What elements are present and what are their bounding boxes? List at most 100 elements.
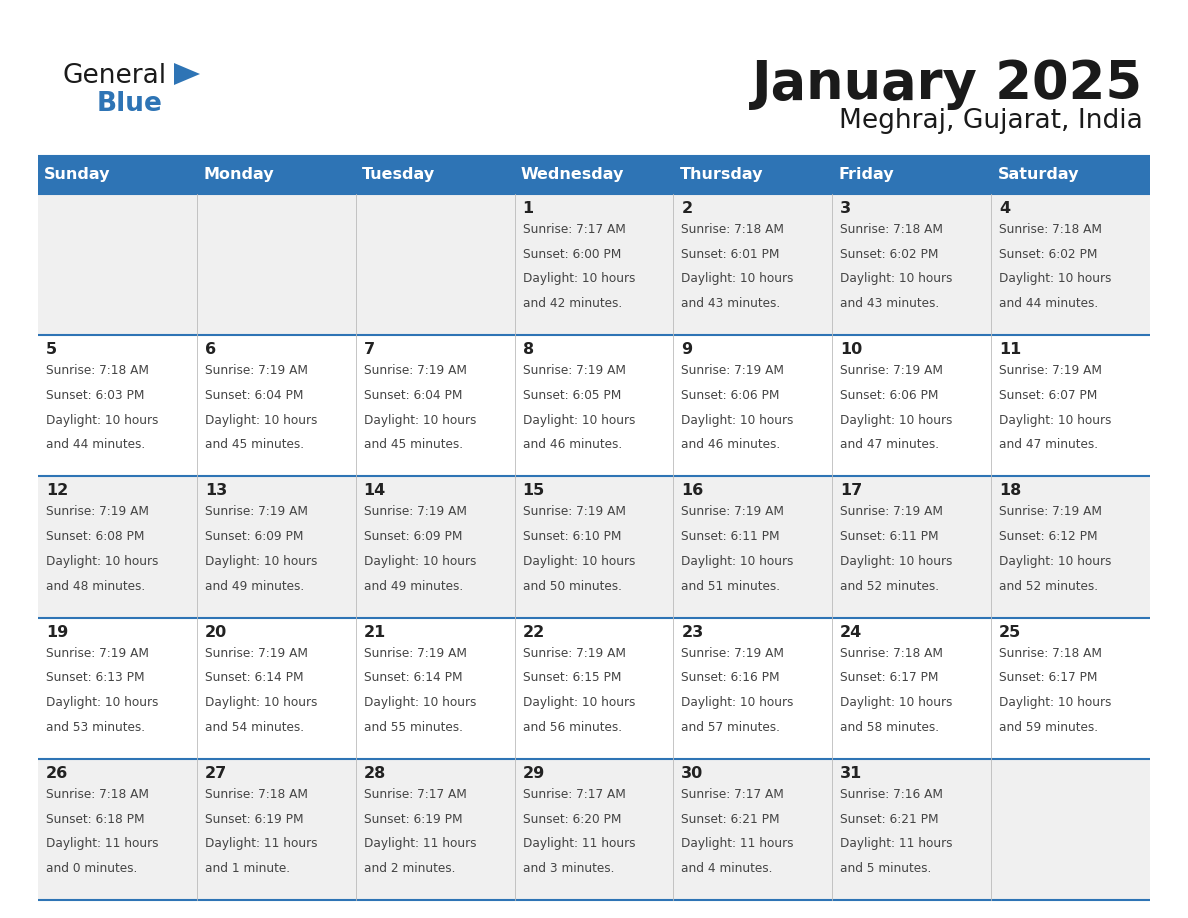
Text: and 47 minutes.: and 47 minutes.: [999, 438, 1098, 452]
Text: Daylight: 10 hours: Daylight: 10 hours: [364, 696, 476, 709]
Text: Sunset: 6:11 PM: Sunset: 6:11 PM: [682, 530, 779, 543]
Text: Sunrise: 7:18 AM: Sunrise: 7:18 AM: [840, 646, 943, 660]
Text: Sunrise: 7:19 AM: Sunrise: 7:19 AM: [364, 506, 467, 519]
Text: Sunrise: 7:19 AM: Sunrise: 7:19 AM: [523, 364, 625, 377]
Text: Daylight: 10 hours: Daylight: 10 hours: [204, 554, 317, 568]
Text: Sunset: 6:12 PM: Sunset: 6:12 PM: [999, 530, 1098, 543]
Text: Sunrise: 7:17 AM: Sunrise: 7:17 AM: [364, 788, 467, 800]
Text: Sunday: Sunday: [44, 167, 110, 183]
Text: and 50 minutes.: and 50 minutes.: [523, 579, 621, 592]
Text: Daylight: 10 hours: Daylight: 10 hours: [999, 696, 1112, 709]
Text: Sunrise: 7:19 AM: Sunrise: 7:19 AM: [523, 506, 625, 519]
Text: Daylight: 10 hours: Daylight: 10 hours: [682, 273, 794, 285]
Text: Sunrise: 7:19 AM: Sunrise: 7:19 AM: [204, 364, 308, 377]
Text: and 57 minutes.: and 57 minutes.: [682, 721, 781, 733]
Polygon shape: [173, 63, 200, 85]
Text: Sunset: 6:04 PM: Sunset: 6:04 PM: [204, 389, 303, 402]
Text: and 3 minutes.: and 3 minutes.: [523, 862, 614, 875]
Text: 17: 17: [840, 484, 862, 498]
Text: Daylight: 10 hours: Daylight: 10 hours: [46, 414, 158, 427]
Text: Meghraj, Gujarat, India: Meghraj, Gujarat, India: [839, 108, 1143, 134]
Text: Sunrise: 7:18 AM: Sunrise: 7:18 AM: [682, 223, 784, 236]
Text: Daylight: 10 hours: Daylight: 10 hours: [999, 554, 1112, 568]
Text: Sunset: 6:21 PM: Sunset: 6:21 PM: [840, 812, 939, 825]
Text: Sunrise: 7:19 AM: Sunrise: 7:19 AM: [523, 646, 625, 660]
Text: 11: 11: [999, 342, 1022, 357]
Text: Sunrise: 7:19 AM: Sunrise: 7:19 AM: [46, 506, 148, 519]
Text: 13: 13: [204, 484, 227, 498]
Text: 20: 20: [204, 624, 227, 640]
Text: 14: 14: [364, 484, 386, 498]
Text: 29: 29: [523, 766, 545, 781]
Bar: [38, 335, 1150, 476]
Text: Daylight: 11 hours: Daylight: 11 hours: [46, 837, 158, 850]
Text: Sunrise: 7:17 AM: Sunrise: 7:17 AM: [682, 788, 784, 800]
Text: General: General: [62, 63, 166, 89]
Text: 6: 6: [204, 342, 216, 357]
Text: Sunset: 6:04 PM: Sunset: 6:04 PM: [364, 389, 462, 402]
Text: and 44 minutes.: and 44 minutes.: [999, 297, 1098, 310]
Text: Sunset: 6:18 PM: Sunset: 6:18 PM: [46, 812, 145, 825]
Text: Daylight: 10 hours: Daylight: 10 hours: [364, 414, 476, 427]
Text: and 51 minutes.: and 51 minutes.: [682, 579, 781, 592]
Text: Sunrise: 7:18 AM: Sunrise: 7:18 AM: [999, 223, 1102, 236]
Text: and 49 minutes.: and 49 minutes.: [364, 579, 463, 592]
Text: Sunrise: 7:18 AM: Sunrise: 7:18 AM: [999, 646, 1102, 660]
Text: and 42 minutes.: and 42 minutes.: [523, 297, 621, 310]
Bar: [38, 476, 1150, 618]
Text: Sunrise: 7:18 AM: Sunrise: 7:18 AM: [840, 223, 943, 236]
Text: Daylight: 10 hours: Daylight: 10 hours: [840, 273, 953, 285]
Text: Friday: Friday: [839, 167, 895, 183]
Text: Daylight: 10 hours: Daylight: 10 hours: [999, 273, 1112, 285]
Text: Sunset: 6:07 PM: Sunset: 6:07 PM: [999, 389, 1098, 402]
Text: Sunset: 6:08 PM: Sunset: 6:08 PM: [46, 530, 144, 543]
Text: and 58 minutes.: and 58 minutes.: [840, 721, 940, 733]
Text: and 5 minutes.: and 5 minutes.: [840, 862, 931, 875]
Text: and 4 minutes.: and 4 minutes.: [682, 862, 772, 875]
Text: 25: 25: [999, 624, 1022, 640]
Bar: [38, 156, 1150, 194]
Text: Daylight: 10 hours: Daylight: 10 hours: [999, 414, 1112, 427]
Text: 15: 15: [523, 484, 545, 498]
Text: Sunset: 6:15 PM: Sunset: 6:15 PM: [523, 671, 621, 684]
Text: and 49 minutes.: and 49 minutes.: [204, 579, 304, 592]
Text: and 43 minutes.: and 43 minutes.: [682, 297, 781, 310]
Text: 23: 23: [682, 624, 703, 640]
Text: Sunrise: 7:18 AM: Sunrise: 7:18 AM: [204, 788, 308, 800]
Text: Sunset: 6:09 PM: Sunset: 6:09 PM: [364, 530, 462, 543]
Text: Sunset: 6:13 PM: Sunset: 6:13 PM: [46, 671, 145, 684]
Text: Daylight: 11 hours: Daylight: 11 hours: [840, 837, 953, 850]
Text: Daylight: 10 hours: Daylight: 10 hours: [840, 414, 953, 427]
Bar: [38, 759, 1150, 900]
Text: Sunrise: 7:19 AM: Sunrise: 7:19 AM: [364, 646, 467, 660]
Text: Sunrise: 7:18 AM: Sunrise: 7:18 AM: [46, 788, 148, 800]
Text: and 45 minutes.: and 45 minutes.: [204, 438, 304, 452]
Text: and 2 minutes.: and 2 minutes.: [364, 862, 455, 875]
Text: 31: 31: [840, 766, 862, 781]
Text: Sunrise: 7:16 AM: Sunrise: 7:16 AM: [840, 788, 943, 800]
Text: Sunset: 6:17 PM: Sunset: 6:17 PM: [840, 671, 939, 684]
Text: Daylight: 11 hours: Daylight: 11 hours: [682, 837, 794, 850]
Text: and 52 minutes.: and 52 minutes.: [999, 579, 1098, 592]
Text: and 46 minutes.: and 46 minutes.: [523, 438, 621, 452]
Text: 4: 4: [999, 201, 1010, 216]
Text: Sunrise: 7:17 AM: Sunrise: 7:17 AM: [523, 788, 625, 800]
Text: Sunset: 6:01 PM: Sunset: 6:01 PM: [682, 248, 779, 261]
Text: and 45 minutes.: and 45 minutes.: [364, 438, 462, 452]
Bar: [38, 194, 1150, 335]
Text: Sunrise: 7:19 AM: Sunrise: 7:19 AM: [682, 506, 784, 519]
Text: 21: 21: [364, 624, 386, 640]
Text: Daylight: 10 hours: Daylight: 10 hours: [840, 554, 953, 568]
Text: 2: 2: [682, 201, 693, 216]
Text: 7: 7: [364, 342, 374, 357]
Text: Sunset: 6:21 PM: Sunset: 6:21 PM: [682, 812, 779, 825]
Text: Daylight: 11 hours: Daylight: 11 hours: [364, 837, 476, 850]
Text: January 2025: January 2025: [752, 58, 1143, 110]
Text: Sunset: 6:14 PM: Sunset: 6:14 PM: [204, 671, 303, 684]
Text: and 1 minute.: and 1 minute.: [204, 862, 290, 875]
Text: Wednesday: Wednesday: [520, 167, 625, 183]
Text: Daylight: 10 hours: Daylight: 10 hours: [682, 696, 794, 709]
Text: Daylight: 10 hours: Daylight: 10 hours: [682, 414, 794, 427]
Text: Sunset: 6:05 PM: Sunset: 6:05 PM: [523, 389, 621, 402]
Text: Daylight: 10 hours: Daylight: 10 hours: [204, 696, 317, 709]
